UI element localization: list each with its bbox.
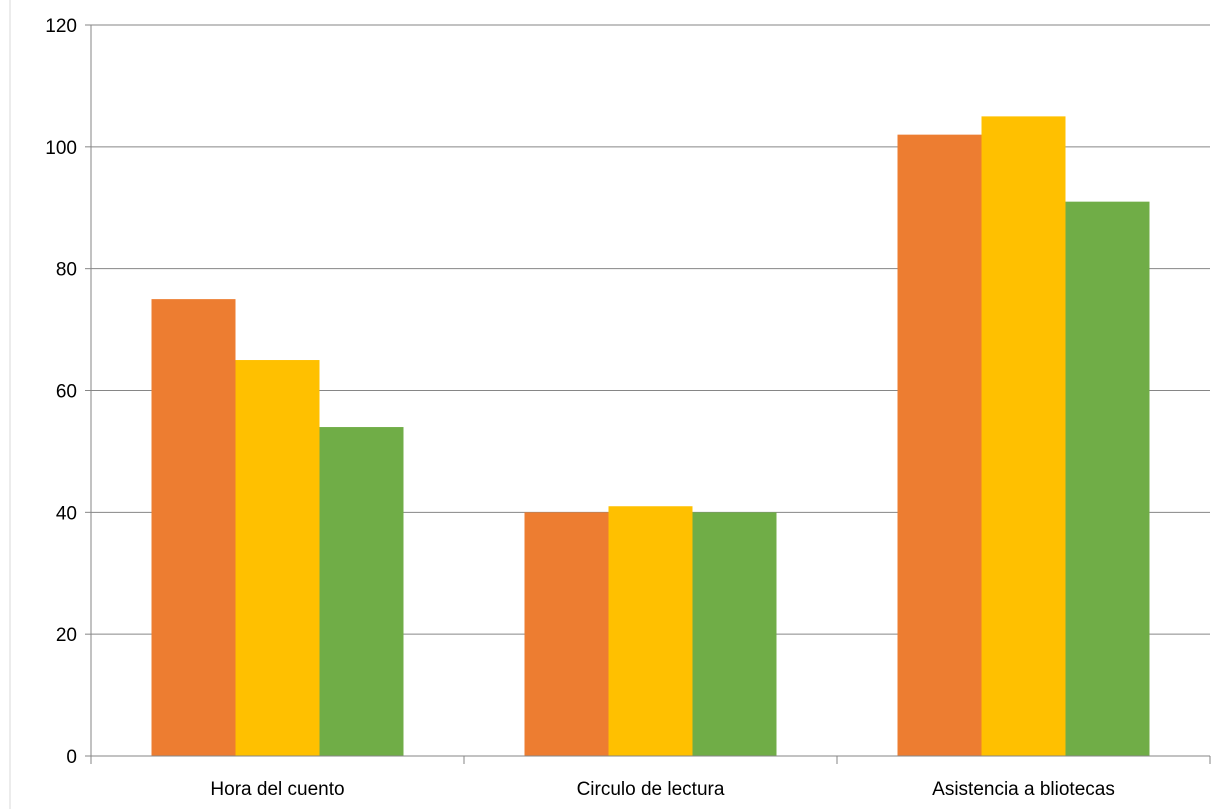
x-category-label: Circulo de lectura <box>577 779 725 800</box>
bar <box>692 512 777 756</box>
y-tick-label: 0 <box>66 747 77 768</box>
bar <box>897 134 982 756</box>
bar <box>235 360 320 756</box>
y-tick-label: 120 <box>45 16 77 37</box>
y-tick-label: 80 <box>56 260 77 281</box>
x-category-label: Hora del cuento <box>210 779 344 800</box>
y-tick-label: 100 <box>45 138 77 159</box>
bar <box>524 512 609 756</box>
bars <box>151 116 1150 757</box>
bar <box>151 299 236 756</box>
y-tick-label: 20 <box>56 625 77 646</box>
x-category-label: Asistencia a bliotecas <box>932 779 1115 800</box>
bar <box>319 427 404 756</box>
bar <box>981 116 1066 756</box>
y-tick-label: 40 <box>56 503 77 524</box>
bar <box>1065 201 1150 757</box>
axis-labels: 0 20 40 60 80 100 120 Hora del cuento Circulo de… <box>45 16 1115 800</box>
axes <box>85 24 1211 764</box>
bar <box>608 506 693 756</box>
y-tick-label: 60 <box>56 382 77 403</box>
